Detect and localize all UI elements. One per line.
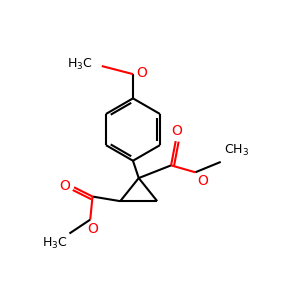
Text: H$_3$C: H$_3$C	[67, 57, 92, 72]
Text: O: O	[198, 174, 208, 188]
Text: O: O	[171, 124, 182, 138]
Text: O: O	[136, 66, 147, 80]
Text: O: O	[88, 222, 98, 236]
Text: CH$_3$: CH$_3$	[224, 143, 249, 158]
Text: O: O	[59, 179, 70, 193]
Text: H$_3$C: H$_3$C	[42, 236, 67, 251]
